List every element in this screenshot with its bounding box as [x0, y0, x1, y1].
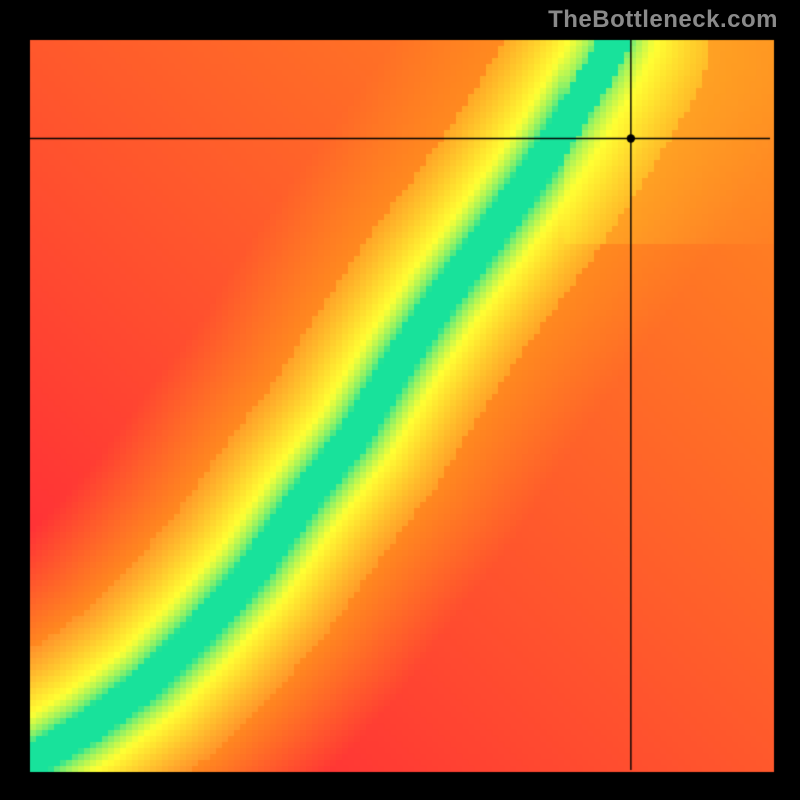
heatmap-canvas — [0, 0, 800, 800]
chart-container: { "watermark": "TheBottleneck.com", "can… — [0, 0, 800, 800]
watermark-text: TheBottleneck.com — [548, 6, 778, 34]
